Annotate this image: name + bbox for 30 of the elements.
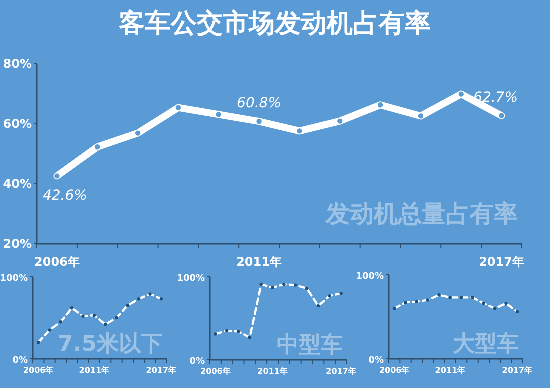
x-tick-label: 2017年 [146,366,177,375]
annotation: 大型车 [453,331,519,357]
annotation: 发动机总量占有率 [325,200,518,228]
x-tick-label: 2006年 [200,367,231,376]
y-tick-label: 100% [177,274,205,284]
y-tick-label: 0% [190,357,205,367]
y-tick-label: 20% [3,237,32,251]
annotation: 60.8% [237,96,282,112]
x-tick-label: 2017年 [479,255,524,269]
chart-title: 客车公交市场发动机占有率 [118,9,431,39]
y-tick-label: 0% [12,356,28,366]
y-tick-label: 80% [3,57,32,71]
y-tick-label: 40% [3,177,32,191]
x-tick-label: 2017年 [326,367,356,376]
annotation: 7.5米以下 [58,332,163,357]
x-tick-label: 2006年 [34,255,80,269]
x-tick-label: 2017年 [502,366,533,375]
y-tick-label: 60% [3,117,32,131]
x-tick-label: 2011年 [79,366,110,375]
y-tick-label: 100% [0,274,28,284]
x-tick-label: 2011年 [258,367,288,376]
x-tick-label: 2006年 [23,366,54,375]
annotation: 42.6% [42,188,88,204]
x-tick-label: 2011年 [435,366,466,375]
x-tick-label: 2011年 [236,255,282,269]
annotation: 中型车 [277,332,343,358]
line-series [392,294,520,314]
y-tick-label: 0% [368,356,384,366]
y-tick-label: 100% [356,272,384,282]
x-tick-label: 2006年 [379,366,410,375]
